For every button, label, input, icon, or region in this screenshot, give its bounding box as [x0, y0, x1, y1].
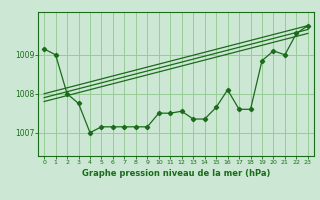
- X-axis label: Graphe pression niveau de la mer (hPa): Graphe pression niveau de la mer (hPa): [82, 169, 270, 178]
